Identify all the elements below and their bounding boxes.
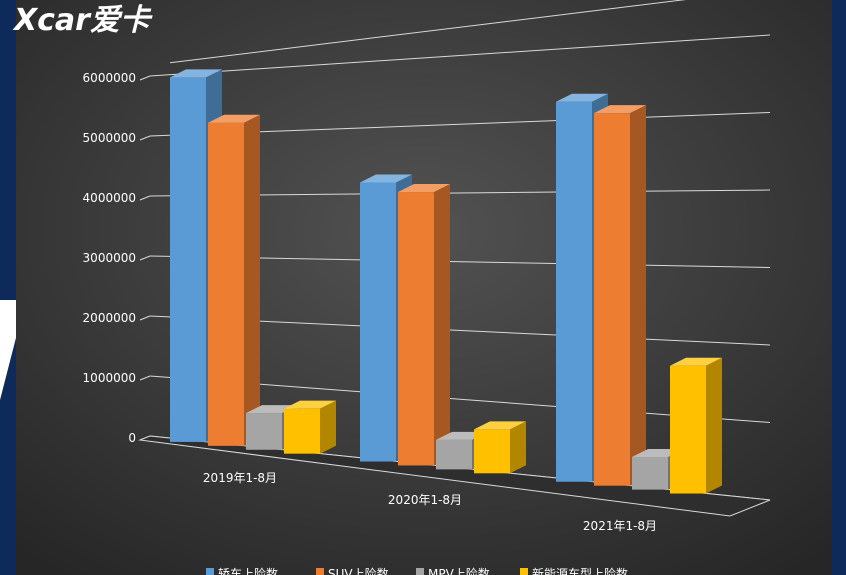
legend-label: 新能源车型上险数 [532,566,628,575]
bar-top [556,93,608,102]
bar-front [208,122,244,446]
bars [170,69,722,494]
gridline [149,34,771,77]
bar-top [360,174,412,183]
bar-top [398,184,450,193]
legend-label: 轿车上险数 [218,566,278,575]
bar-top [670,357,722,366]
y-tick-label: 4000000 [83,191,136,205]
y-tick-label: 0 [128,431,136,445]
bar-top [594,105,646,114]
bar-3-0 [284,400,336,454]
gridline-depth [139,375,151,381]
y-tick-label: 1000000 [83,371,136,385]
legend-item: 轿车上险数 [206,566,278,575]
legend-swatch [416,568,424,575]
gridline-depth [139,255,151,261]
y-tick-label: 3000000 [83,251,136,265]
legend-swatch [206,568,214,575]
category-label: 2020年1-8月 [388,493,462,507]
y-axis-ticks: 0 1000000 2000000 3000000 4000000 5000000 6000… [83,71,136,445]
y-tick-label: 5000000 [83,131,136,145]
xcar-logo: Xcar爱卡 [12,3,153,38]
bar-top [170,69,222,78]
bar-side [706,357,722,494]
gridline-depth [139,135,151,141]
bar-top [284,400,336,409]
bar-front [398,192,434,466]
bar-front [284,408,320,454]
bar-side [320,400,336,454]
bar-front [170,77,206,442]
legend-item: 新能源车型上险数 [520,566,628,575]
legend-item: MPV上险数 [416,566,490,575]
bar-front [474,429,510,474]
bar-top [208,114,260,123]
category-label: 2021年1-8月 [583,519,657,533]
gridline-depth [139,195,151,201]
bar-1-0 [208,114,260,446]
legend-swatch [316,568,324,575]
legend-item: SUV上险数 [316,566,389,575]
bar-3-2 [670,357,722,494]
legend: 轿车上险数 SUV上险数 MPV上险数 新能源车型上险数 [206,566,628,575]
bar-1-2 [594,105,646,486]
category-labels: 2019年1-8月 2020年1-8月 2021年1-8月 [203,471,657,533]
bar-front [556,101,592,482]
bar-3-1 [474,421,526,474]
bar-side [244,114,260,446]
gridline-depth [139,315,151,321]
corner-decoration [0,300,18,400]
bar-side [434,184,450,466]
legend-label: MPV上险数 [428,566,490,575]
bar-front [632,457,668,490]
gridline [169,0,687,64]
category-label: 2019年1-8月 [203,471,277,485]
y-tick-label: 6000000 [83,71,136,85]
legend-label: SUV上险数 [328,566,389,575]
bar-side [510,421,526,474]
y-tick-label: 2000000 [83,311,136,325]
gridline-depth [139,75,151,81]
bar-1-1 [398,184,450,466]
bar-front [594,113,630,486]
bar-side [630,105,646,486]
bar-top [474,421,526,430]
bar-front [246,413,282,450]
bar-front [670,365,706,494]
logo-text: Xcar爱卡 [12,3,153,38]
bar-front [436,439,472,470]
legend-swatch [520,568,528,575]
bar-front [360,182,396,462]
